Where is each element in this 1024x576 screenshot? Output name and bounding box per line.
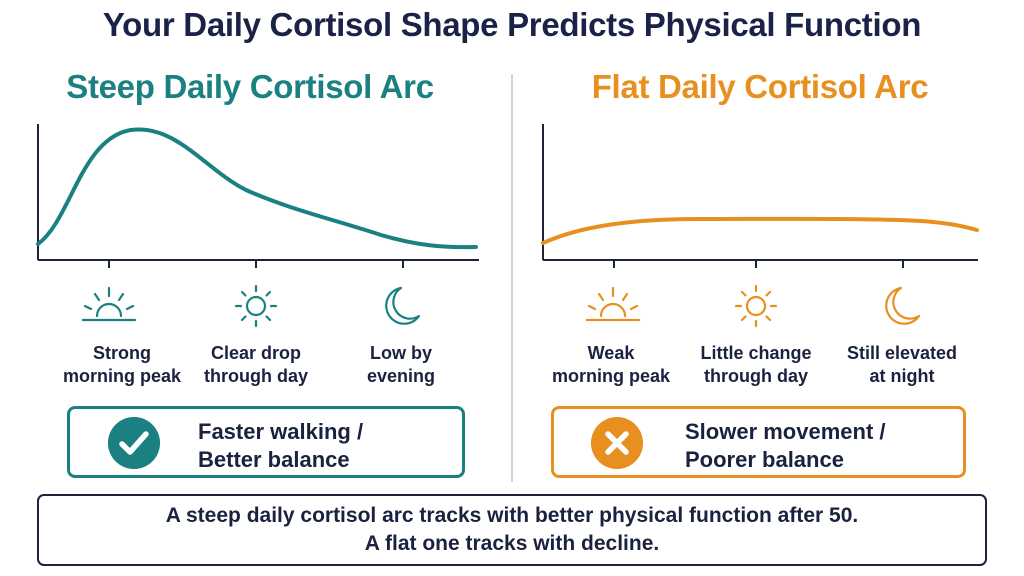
moon-icon — [885, 286, 921, 325]
sunrise-icon — [585, 286, 641, 322]
flat-cortisol-curve-plot — [541, 124, 979, 268]
summary-line-2: A flat one tracks with decline. — [364, 532, 660, 555]
summary-line-1: A steep daily cortisol arc tracks with b… — [165, 504, 859, 527]
sun-icon — [234, 284, 278, 328]
flat-cortisol-curve — [541, 216, 979, 245]
steep-outcome-text: Faster walking / Better balance — [198, 419, 364, 472]
steep-cortisol-curve-plot — [36, 124, 479, 268]
checkmark-icon — [108, 417, 160, 469]
flat-outcome-box: Slower movement / Poorer balance — [551, 406, 966, 478]
sunrise-icon — [81, 286, 137, 322]
flat-phase-day-label: Little change through day — [700, 343, 812, 386]
steep-phase-morning-label: Strong morning peak — [62, 343, 182, 386]
steep-phase-evening-label: Low by evening — [366, 343, 436, 386]
x-icon — [591, 417, 643, 469]
summary-box: A steep daily cortisol arc tracks with b… — [37, 494, 987, 566]
flat-outcome-text: Slower movement / Poorer balance — [685, 419, 886, 472]
sun-icon — [734, 284, 778, 328]
flat-phase-morning-label: Weak morning peak — [551, 343, 671, 386]
column-divider — [511, 74, 513, 482]
moon-icon — [385, 286, 421, 325]
page-title: Your Daily Cortisol Shape Predicts Physi… — [102, 6, 922, 43]
flat-arc-heading: Flat Daily Cortisol Arc — [591, 68, 929, 105]
steep-outcome-box: Faster walking / Better balance — [67, 406, 465, 478]
flat-phase-night-label: Still elevated at night — [846, 343, 958, 386]
steep-phase-day-label: Clear drop through day — [204, 343, 308, 386]
steep-arc-heading: Steep Daily Cortisol Arc — [66, 68, 434, 105]
steep-cortisol-curve — [36, 127, 478, 250]
